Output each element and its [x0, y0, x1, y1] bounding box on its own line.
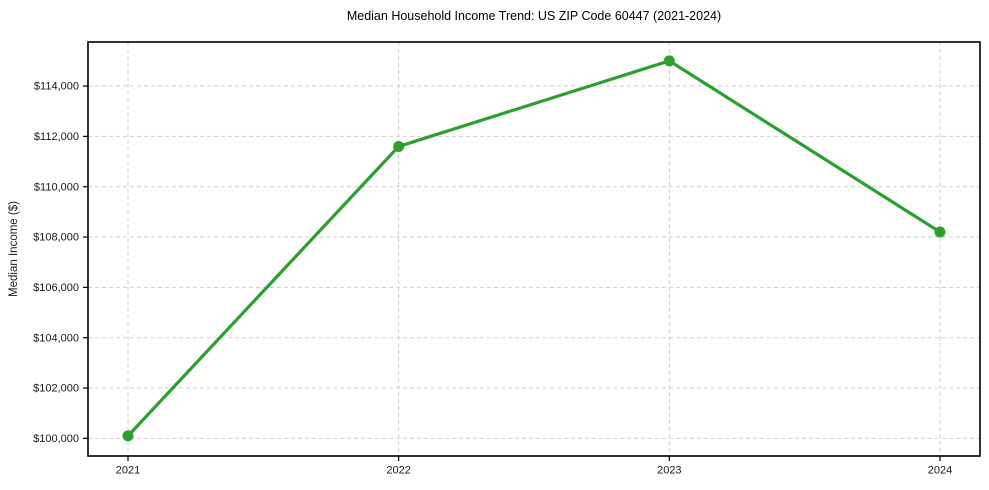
x-tick-label: 2023 [657, 465, 681, 477]
y-tick-label: $108,000 [33, 232, 79, 244]
y-tick-label: $112,000 [34, 131, 79, 143]
y-tick-label: $100,000 [33, 433, 79, 445]
chart-title: Median Household Income Trend: US ZIP Co… [347, 9, 721, 23]
data-point [934, 226, 946, 238]
plot-frame [87, 41, 981, 457]
data-point [122, 430, 134, 442]
trend-line [126, 59, 942, 438]
y-tick-label: $102,000 [33, 383, 79, 395]
y-axis-label: Median Income ($) [8, 201, 20, 297]
y-tick-label: $106,000 [33, 282, 79, 294]
x-tick-label: 2022 [386, 465, 410, 477]
y-tick-label: $110,000 [34, 181, 79, 193]
y-tick-label: $114,000 [34, 81, 79, 93]
x-tick-label: 2021 [116, 465, 140, 477]
x-tick-label: 2024 [928, 465, 952, 477]
plot-area: $100,000 $102,000 $104,000 $106,000 $108,000… [33, 41, 981, 477]
data-point [663, 55, 675, 67]
data-point [393, 140, 405, 152]
y-tick-label: $104,000 [33, 332, 79, 344]
